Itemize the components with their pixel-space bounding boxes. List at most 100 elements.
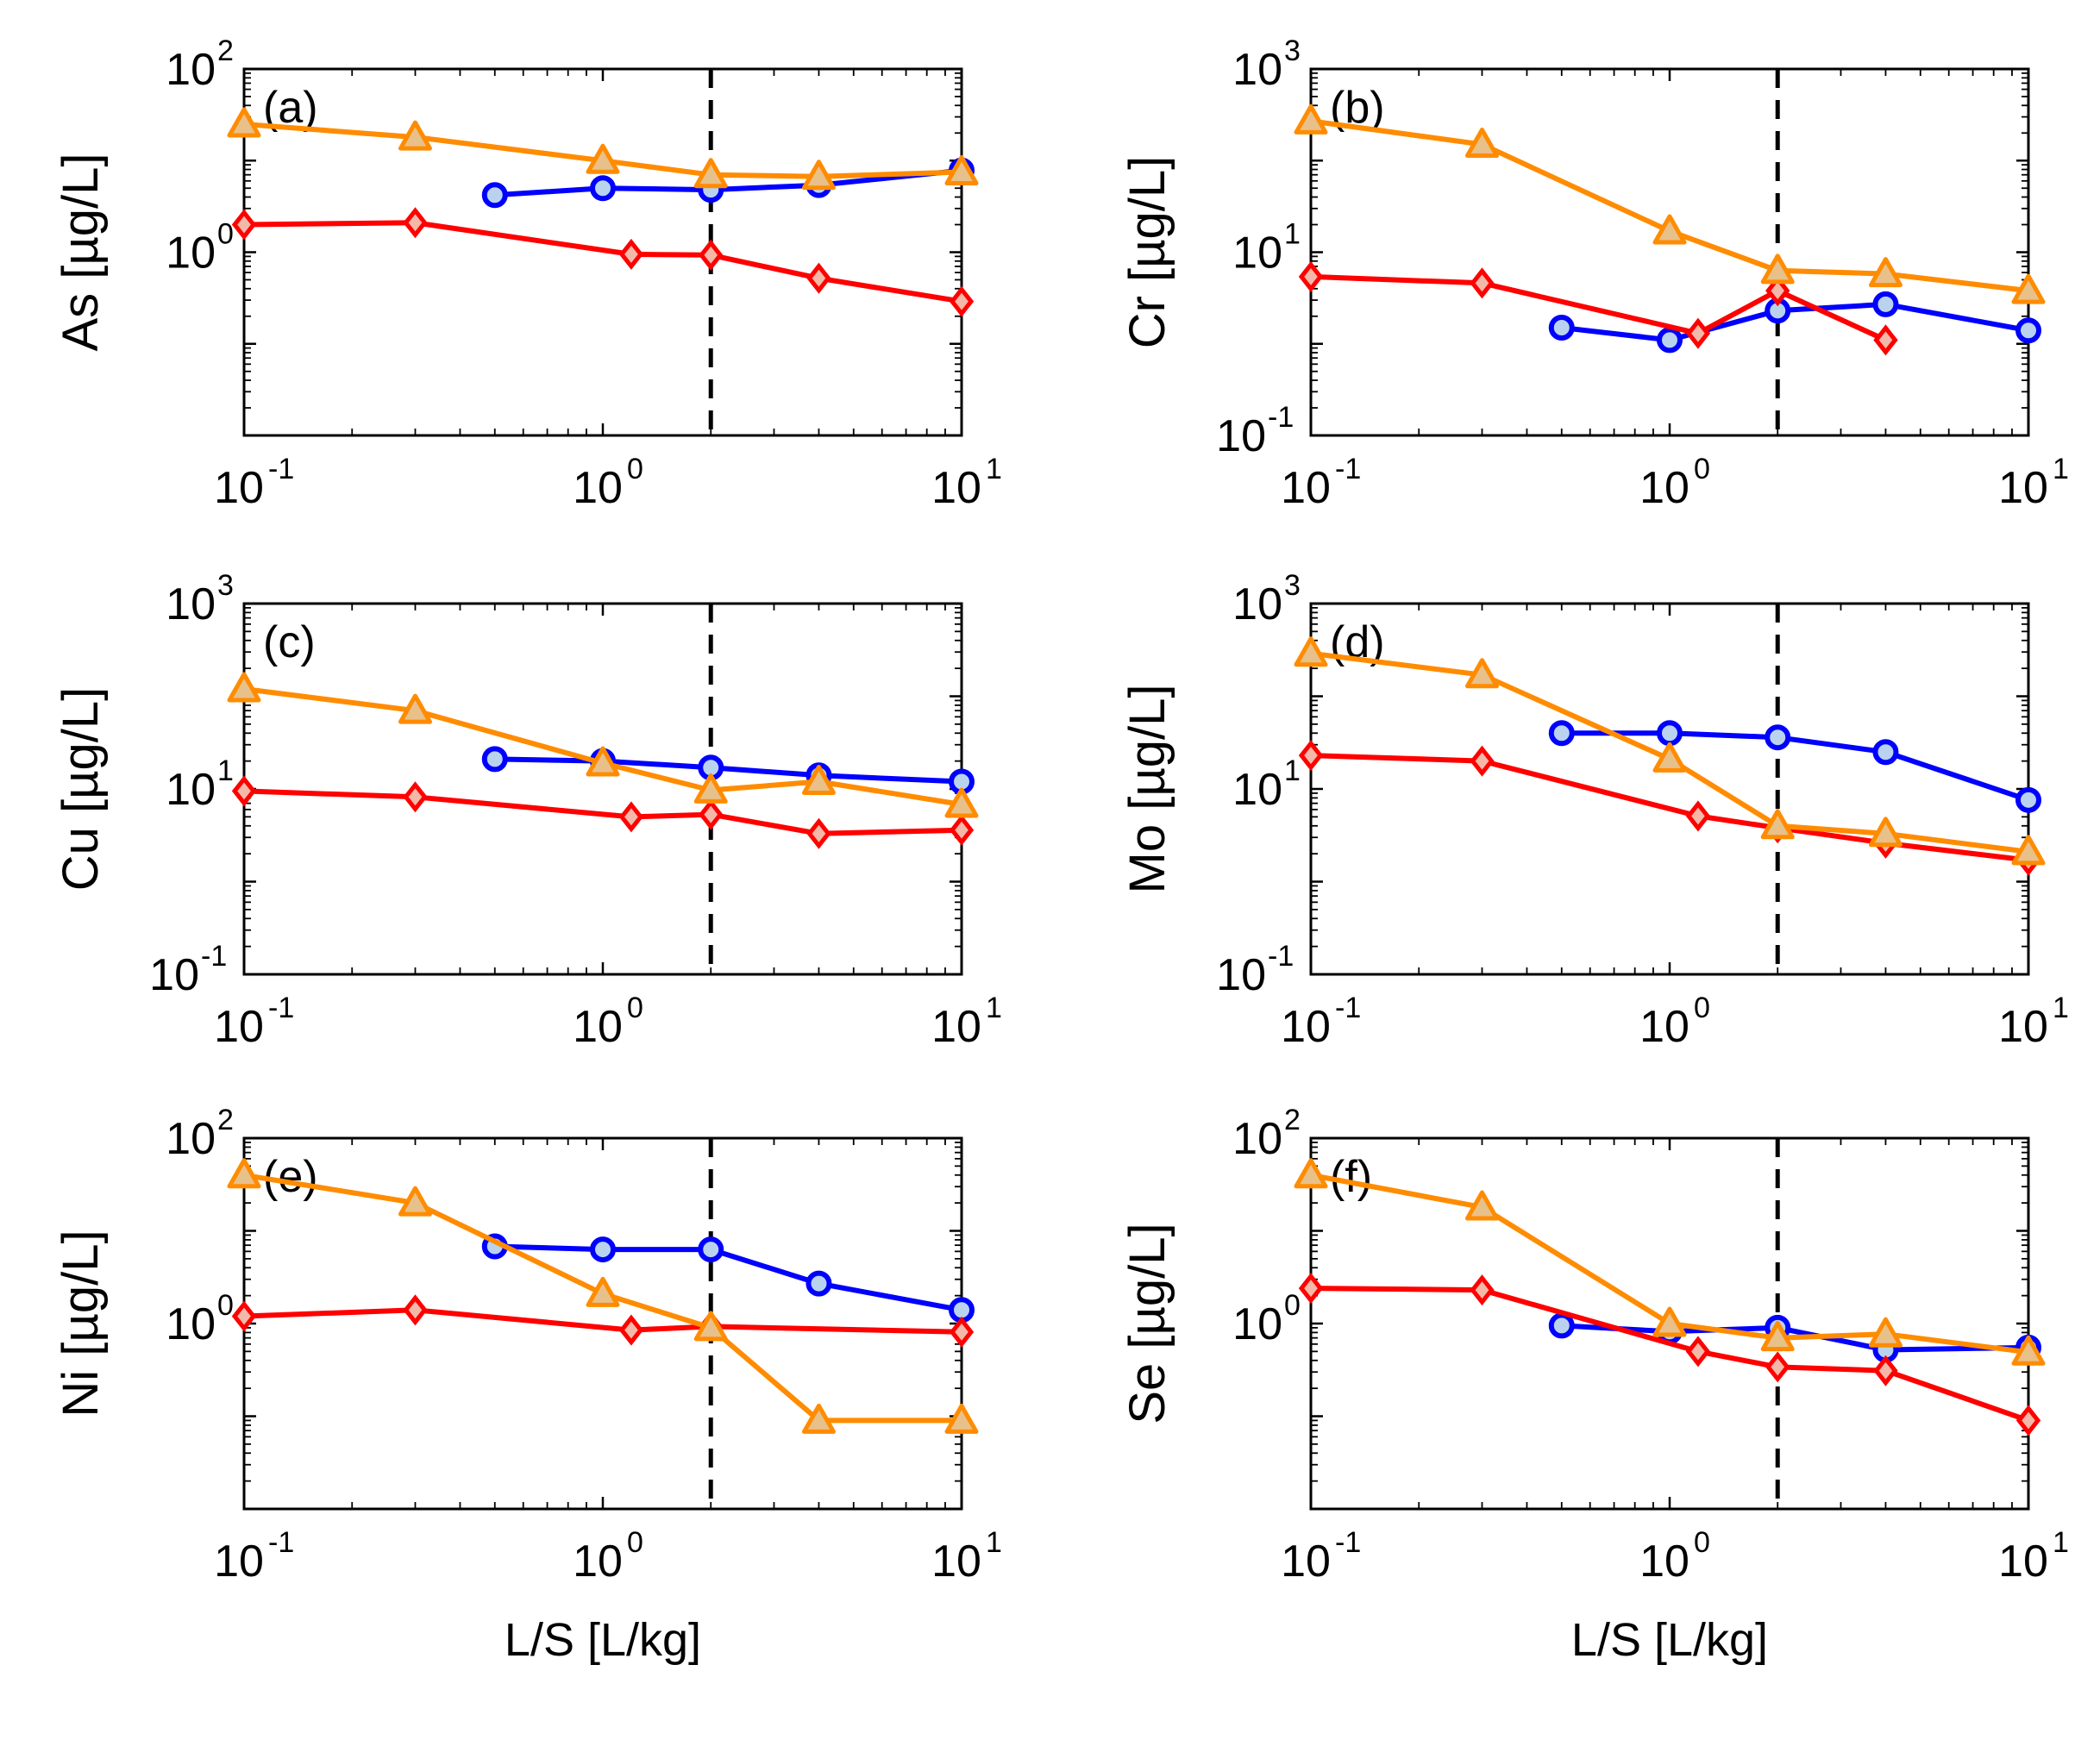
x-tick-label: 10 [1639, 463, 1689, 513]
data-point [1548, 315, 1575, 341]
y-tick-label: 10 [166, 1114, 216, 1164]
data-point [806, 1270, 832, 1297]
data-point [227, 107, 261, 138]
series-orange [227, 107, 979, 191]
data-point [1470, 1274, 1495, 1306]
series-red [1298, 260, 1898, 356]
data-point [1760, 1321, 1795, 1352]
data-point [1868, 817, 1903, 848]
y-tick-label-exponent: 1 [1284, 218, 1301, 251]
x-tick-label-exponent: -1 [268, 1526, 294, 1559]
data-point [1872, 739, 1899, 766]
data-point [1294, 636, 1328, 667]
series-line-orange [243, 1172, 962, 1424]
x-tick-label: 10 [1639, 1002, 1689, 1052]
data-point [1765, 275, 1790, 307]
x-tick-label-exponent: 1 [986, 992, 1002, 1024]
data-point [1685, 317, 1711, 349]
x-axis-label: L/S [L/kg] [505, 1614, 701, 1666]
series-orange [227, 672, 979, 818]
x-tick-label: 10 [573, 1537, 623, 1587]
axes-frame [1309, 602, 2030, 976]
y-tick-label-exponent: -1 [1268, 401, 1294, 434]
panel-label: (c) [263, 617, 316, 667]
data-point [944, 787, 979, 818]
data-point [1652, 1306, 1687, 1337]
x-axis-label: L/S [L/kg] [1571, 1614, 1768, 1666]
x-tick-label-exponent: 1 [986, 1526, 1002, 1559]
data-point [1765, 724, 1791, 751]
data-point [1548, 1312, 1575, 1339]
data-point [1548, 720, 1575, 747]
data-point [2011, 273, 2046, 304]
data-point [618, 1314, 644, 1346]
y-tick-label-exponent: 2 [217, 1104, 234, 1136]
data-point [1464, 128, 1499, 159]
series-blue [481, 1233, 975, 1324]
panel-label: (f) [1330, 1152, 1372, 1202]
y-tick-label-exponent: 1 [1284, 754, 1301, 787]
data-point [693, 158, 728, 189]
panel-d: 10 -1 10 0 10 110 -110 110 3Mo [µg/L](d) [1119, 569, 2069, 1052]
series-blue [1548, 291, 2041, 354]
y-tick-label: 10 [1232, 45, 1282, 95]
axes-frame [1309, 67, 2030, 437]
y-tick-label-exponent: -1 [201, 940, 227, 973]
data-point [586, 1276, 620, 1307]
x-tick-label-exponent: 0 [627, 992, 643, 1024]
data-point [1657, 327, 1683, 354]
y-tick-label: 10 [1232, 579, 1282, 629]
x-tick-label: 10 [1998, 463, 2048, 513]
x-tick-label-exponent: 0 [627, 453, 643, 485]
series-orange [1294, 103, 2046, 304]
data-point [590, 1236, 616, 1263]
series-line-orange [243, 686, 962, 807]
data-point [801, 764, 836, 795]
y-tick-label: 10 [1232, 1299, 1282, 1349]
data-point [1298, 740, 1324, 772]
data-point [1652, 214, 1687, 245]
series-red [231, 775, 975, 849]
data-point [949, 1316, 975, 1348]
x-tick-label-exponent: -1 [268, 453, 294, 485]
y-tick-label-exponent: 2 [217, 34, 234, 67]
panel-b: 10 -1 10 0 10 110 -110 110 3Cr [µg/L](b) [1119, 34, 2069, 513]
series-line-red [1310, 753, 2029, 863]
data-point [1868, 1317, 1903, 1348]
data-point [618, 238, 644, 270]
data-point [481, 182, 508, 209]
x-tick-label-exponent: 1 [986, 453, 1002, 485]
y-axis-label: Ni [µg/L] [53, 1230, 109, 1417]
y-tick-label: 10 [1216, 950, 1266, 1000]
series-blue [1548, 720, 2041, 813]
data-point [1685, 1336, 1711, 1368]
data-point [949, 814, 975, 846]
y-tick-label: 10 [1232, 1114, 1282, 1164]
x-tick-label: 10 [931, 1002, 981, 1052]
data-point [618, 801, 644, 833]
data-point [1760, 809, 1795, 840]
x-tick-label: 10 [1998, 1537, 2048, 1587]
data-point [1470, 745, 1495, 777]
x-tick-label-exponent: 0 [1694, 992, 1710, 1024]
x-tick-label-exponent: -1 [1335, 1526, 1361, 1559]
data-point [1298, 1273, 1324, 1305]
x-tick-label-exponent: -1 [268, 992, 294, 1024]
series-red [231, 207, 975, 317]
data-point [231, 775, 257, 807]
data-point [398, 693, 432, 724]
data-point [1652, 742, 1687, 773]
data-point [699, 798, 724, 830]
series-line-red [243, 788, 962, 836]
y-tick-label: 10 [166, 579, 216, 629]
data-point [2011, 1335, 2046, 1366]
x-tick-label: 10 [1281, 463, 1331, 513]
y-tick-label-exponent: 3 [1284, 569, 1301, 602]
panel-c: 10 -1 10 0 10 110 -110 110 3Cu [µg/L](c) [53, 569, 1002, 1052]
data-point [227, 672, 261, 703]
data-point [693, 1311, 728, 1342]
x-tick-label-exponent: -1 [1335, 992, 1361, 1024]
data-point [231, 209, 257, 241]
data-point [403, 207, 428, 239]
